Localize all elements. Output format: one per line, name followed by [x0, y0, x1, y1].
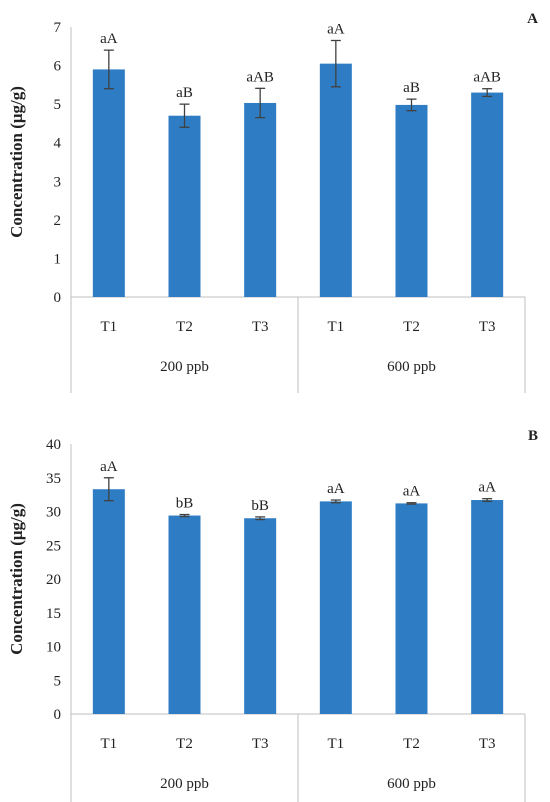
significance-label: aAB [473, 70, 501, 86]
bar [244, 518, 277, 714]
x-group-label: 200 ppb [160, 359, 209, 375]
bar [319, 63, 352, 298]
y-tick-label: 0 [54, 707, 62, 723]
y-tick-label: 25 [46, 538, 61, 554]
panel-label: A [527, 11, 538, 27]
significance-label: bB [176, 496, 194, 512]
bar [168, 515, 201, 714]
y-tick-label: 3 [54, 174, 62, 190]
y-tick-label: 40 [46, 437, 61, 453]
x-group-label: 600 ppb [387, 776, 436, 792]
x-group-label: 600 ppb [387, 359, 436, 375]
y-tick-label: 15 [46, 606, 61, 622]
bar [244, 102, 277, 297]
bar [92, 489, 125, 714]
significance-label: aA [100, 459, 118, 475]
chart-b: B Concentration (μg/g) 0 5 10 15 20 25 30 35 40 aA T… [7, 428, 538, 802]
y-tick-label: 4 [54, 136, 62, 152]
chart-a: A Concentration (μg/g) 0 1 2 3 4 5 6 7 aA T1 aB T2 aAB… [7, 11, 538, 393]
x-category-label: T3 [252, 319, 269, 335]
bar [395, 104, 428, 298]
x-category-label: T1 [100, 736, 117, 752]
y-tick-label: 6 [54, 59, 62, 75]
panel-label: B [528, 428, 538, 444]
x-category-label: T2 [176, 736, 193, 752]
bar [395, 503, 428, 714]
y-tick-label: 5 [54, 673, 62, 689]
bar [319, 501, 352, 714]
significance-label: aB [403, 80, 420, 96]
y-tick-label: 0 [54, 290, 62, 306]
x-category-label: T2 [403, 736, 420, 752]
significance-label: bB [251, 498, 269, 514]
significance-label: aB [176, 85, 193, 101]
x-category-label: T1 [327, 736, 344, 752]
x-category-label: T3 [479, 319, 496, 335]
significance-label: aA [327, 22, 345, 38]
bar [471, 500, 504, 714]
y-axis-label: Concentration (μg/g) [7, 86, 26, 238]
y-tick-label: 10 [46, 640, 61, 656]
y-tick-label: 30 [46, 505, 61, 521]
bar [92, 69, 125, 297]
y-tick-label: 5 [54, 97, 62, 113]
significance-label: aAB [246, 69, 274, 85]
x-category-label: T2 [176, 319, 193, 335]
y-axis-label: Concentration (μg/g) [7, 503, 26, 655]
y-tick-label: 35 [46, 471, 61, 487]
significance-label: aA [327, 481, 345, 497]
bar [471, 92, 504, 297]
significance-label: aA [100, 31, 118, 47]
x-category-label: T3 [252, 736, 269, 752]
x-category-label: T1 [100, 319, 117, 335]
y-tick-label: 20 [46, 572, 61, 588]
y-tick-label: 1 [54, 251, 62, 267]
significance-label: aA [478, 480, 496, 496]
significance-label: aA [403, 484, 421, 500]
bar [168, 115, 201, 297]
x-category-label: T2 [403, 319, 420, 335]
x-group-label: 200 ppb [160, 776, 209, 792]
x-category-label: T3 [479, 736, 496, 752]
x-category-label: T1 [327, 319, 344, 335]
y-tick-label: 7 [54, 20, 62, 36]
y-tick-label: 2 [54, 213, 62, 229]
